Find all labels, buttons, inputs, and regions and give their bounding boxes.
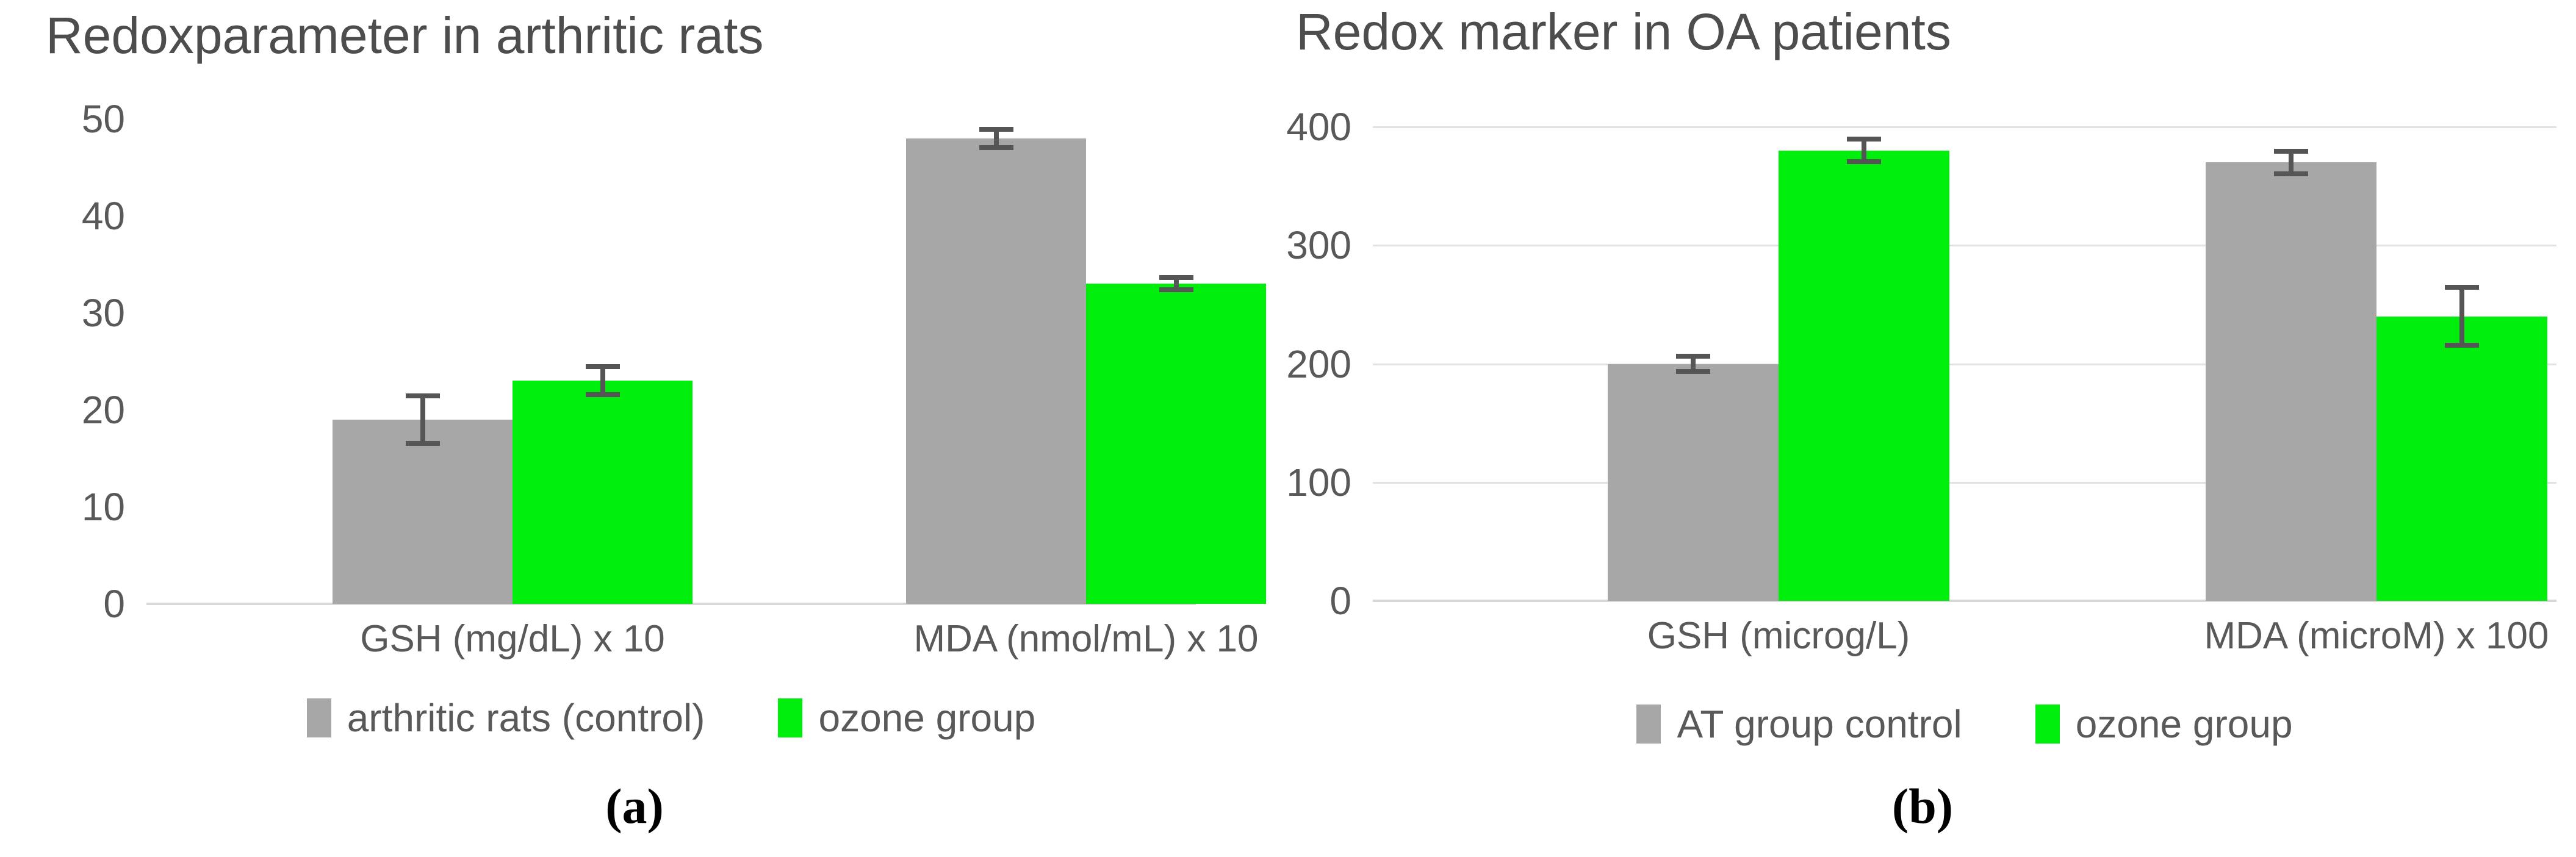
- bar-series1-cat0: [513, 381, 693, 604]
- error-bar-cap-top: [979, 126, 1013, 132]
- error-bar-cap-top: [585, 364, 620, 370]
- panel-a-label: (a): [605, 778, 664, 834]
- chart-a-title: Redoxparameter in arthritic rats: [46, 7, 764, 64]
- y-axis-tick-label: 100: [1286, 460, 1351, 504]
- error-bar-cap-top: [405, 393, 440, 399]
- legend-label: ozone group: [2075, 702, 2293, 746]
- error-bar-cap-top: [1847, 137, 1881, 142]
- chart-a-legend: arthritic rats (control) ozone group: [146, 695, 1196, 740]
- legend-item-series0: AT group control: [1636, 701, 1962, 747]
- x-axis-baseline: [1373, 600, 2556, 602]
- error-bar-cap-top: [1159, 275, 1193, 281]
- x-axis-category-label: GSH (mg/dL) x 10: [360, 618, 665, 660]
- legend-item-series0: arthritic rats (control): [306, 695, 705, 740]
- error-bar-cap-bottom: [979, 145, 1013, 150]
- bar-series1-cat0: [1779, 150, 1949, 601]
- error-bar-line: [600, 366, 605, 396]
- y-axis-tick-label: 40: [81, 194, 125, 238]
- error-bar-cap-bottom: [1847, 159, 1881, 165]
- legend-swatch: [2035, 705, 2060, 744]
- x-axis-category-label: GSH (microg/L): [1647, 615, 1910, 657]
- legend-swatch: [306, 698, 331, 737]
- error-bar-line: [2289, 150, 2294, 174]
- error-bar-cap-bottom: [2274, 171, 2308, 176]
- error-bar-line: [1173, 277, 1179, 291]
- y-axis-tick-label: 10: [81, 485, 125, 529]
- error-bar-cap-bottom: [405, 440, 440, 446]
- error-bar-cap-bottom: [1676, 369, 1710, 375]
- error-bar-cap-bottom: [585, 392, 620, 398]
- error-bar-cap-bottom: [2445, 343, 2479, 348]
- gridline-200: [1373, 363, 2556, 365]
- bar-series0-cat1: [906, 138, 1086, 604]
- chart-a-plot-area: 0 10 20 30 40 50 GSH (mg/dL) x 10 MDA (nmol/mL)…: [82, 97, 1266, 660]
- y-axis-tick-label: 30: [81, 291, 125, 335]
- y-axis-tick-label: 400: [1286, 105, 1351, 149]
- panel-a: Redoxparameter in arthritic rats 0 10 20 30…: [0, 0, 1269, 857]
- x-axis-category-label: MDA (nmol/mL) x 10: [913, 618, 1259, 660]
- legend-swatch: [1636, 705, 1661, 744]
- bar-series1-cat1: [2376, 316, 2547, 601]
- y-axis-tick-label: 300: [1286, 223, 1351, 268]
- gridline-300: [1373, 245, 2556, 247]
- x-axis-category-label: MDA (microM) x 100: [2204, 615, 2549, 657]
- error-bar-line: [993, 128, 999, 148]
- error-bar-cap-top: [2445, 285, 2479, 290]
- panel-b-label: (b): [1891, 778, 1954, 834]
- bar-series1-cat1: [1086, 284, 1266, 604]
- error-bar-cap-top: [2274, 148, 2308, 154]
- bar-series0-cat0: [1608, 364, 1779, 601]
- legend-item-series1: ozone group: [778, 695, 1035, 740]
- bar-series0-cat1: [2206, 162, 2376, 601]
- x-axis-baseline: [146, 603, 1196, 605]
- legend-item-series1: ozone group: [2035, 701, 2293, 747]
- y-axis-tick-label: 50: [81, 97, 125, 141]
- error-bar-cap-top: [1676, 353, 1710, 359]
- y-axis-tick-label: 200: [1286, 342, 1351, 386]
- legend-swatch: [778, 698, 803, 737]
- legend-label: AT group control: [1677, 702, 1962, 746]
- bar-series0-cat0: [333, 419, 513, 604]
- chart-b-legend: AT group control ozone group: [1373, 701, 2556, 747]
- panel-b: Redox marker in OA patients 0 100 200 300 40…: [1269, 0, 2576, 857]
- y-axis-tick-label: 20: [81, 388, 125, 432]
- error-bar-line: [2459, 287, 2464, 346]
- error-bar-line: [1862, 138, 1866, 163]
- gridline-400: [1373, 126, 2556, 128]
- chart-b-title: Redox marker in OA patients: [1296, 3, 1951, 60]
- legend-label: ozone group: [818, 696, 1036, 740]
- y-axis-tick-label: 0: [103, 582, 125, 626]
- error-bar-line: [1691, 355, 1696, 373]
- error-bar-cap-bottom: [1159, 287, 1193, 293]
- gridline-100: [1373, 481, 2556, 484]
- error-bar-line: [420, 395, 425, 444]
- legend-label: arthritic rats (control): [347, 696, 705, 740]
- chart-b-plot-area: 0 100 200 300 400 GSH (microg/L) MDA (microM) …: [1286, 105, 2556, 657]
- y-axis-tick-label: 0: [1329, 579, 1351, 623]
